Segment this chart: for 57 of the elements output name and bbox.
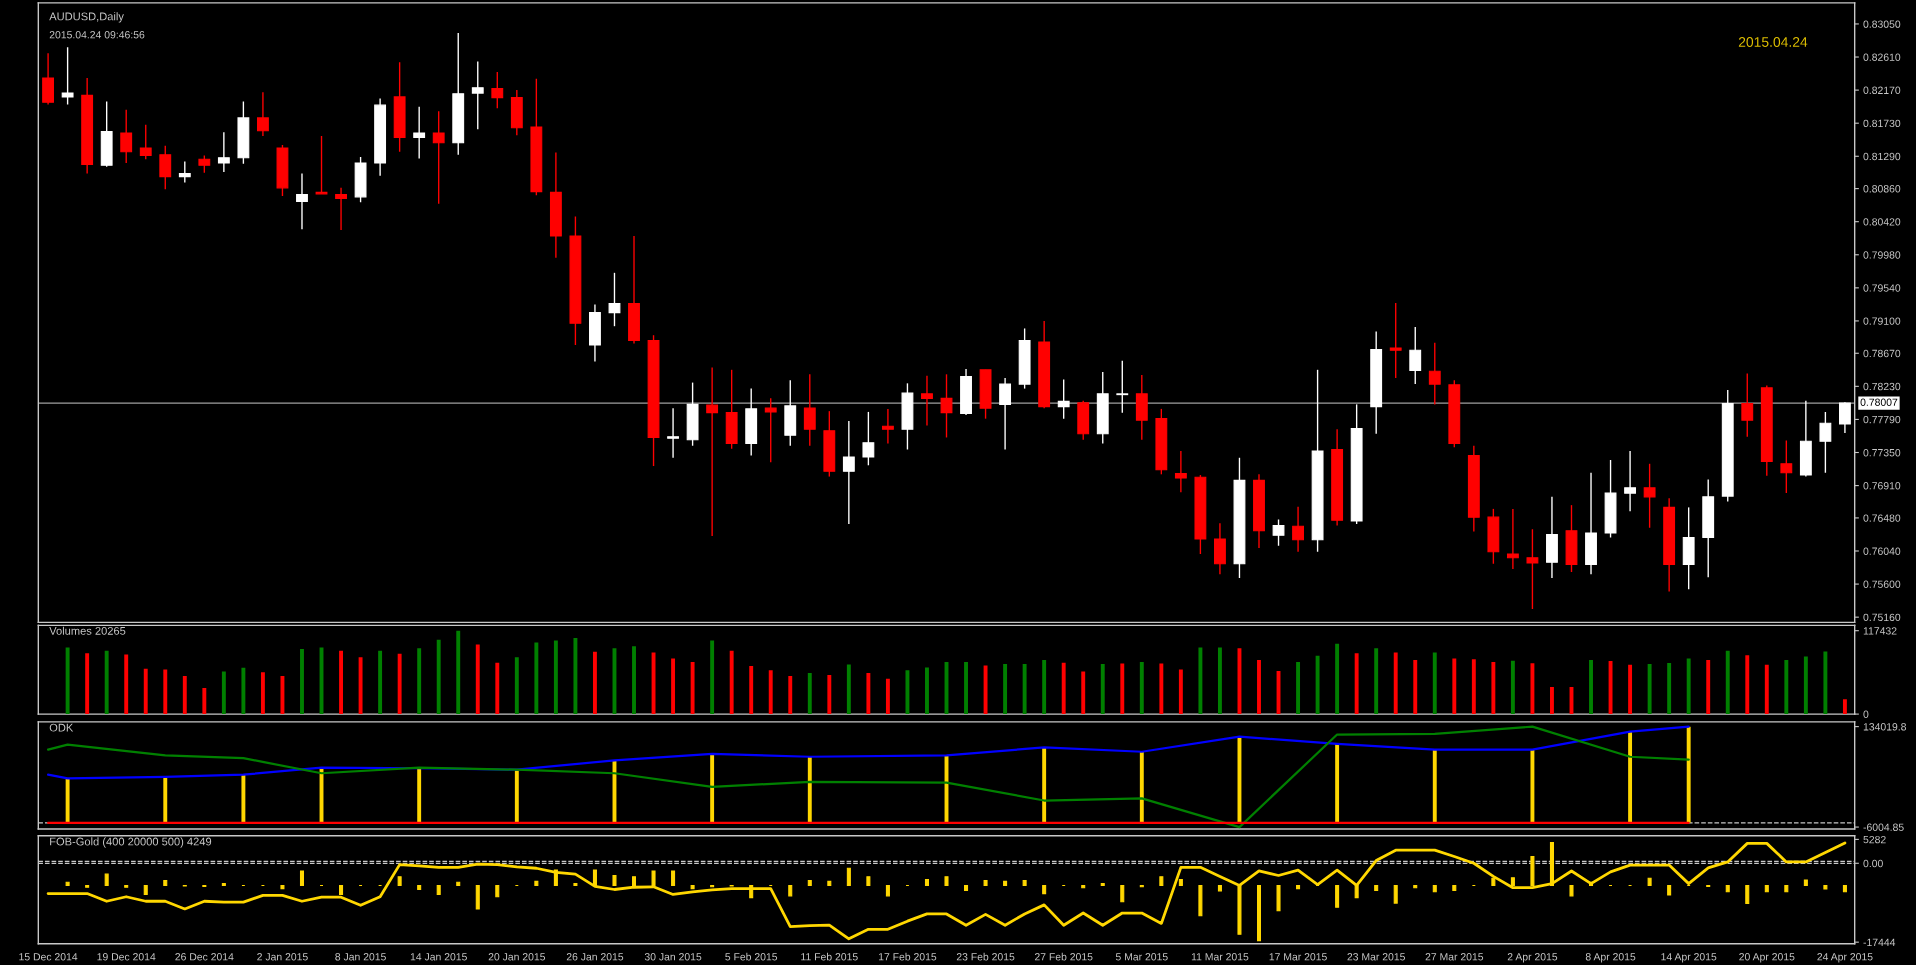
x-tick-label: 24 Apr 2015	[1817, 953, 1873, 963]
x-tick-label: 2 Jan 2015	[257, 953, 308, 961]
x-tick-label: 26 Dec 2014	[175, 953, 234, 961]
y-tick-label: 134019.8	[1863, 723, 1907, 731]
y-tick-label: 0.76480	[1863, 514, 1901, 522]
chart-title: Volumes 20265	[49, 626, 126, 635]
x-tick-label: 20 Jan 2015	[488, 953, 546, 961]
x-tick-label: 17 Feb 2015	[878, 952, 937, 961]
x-tick-label: 11 Mar 2015	[1191, 953, 1249, 961]
y-tick-label: -6004.85	[1863, 823, 1904, 831]
x-tick-label: 11 Feb 2015	[801, 952, 858, 961]
x-tick-label: 8 Jan 2015	[335, 953, 386, 961]
x-tick-label: 2 Apr 2015	[1507, 953, 1558, 963]
x-tick-label: 5 Feb 2015	[725, 952, 778, 961]
y-tick-label: 0.75160	[1863, 613, 1901, 622]
x-tick-label: 27 Mar 2015	[1425, 953, 1484, 961]
ref-line-label: 0.78007	[1860, 398, 1898, 406]
y-tick-label: 0.77790	[1863, 415, 1901, 424]
chart-title: FOB-Gold (400 20000 500) 4249	[50, 837, 212, 848]
x-tick-label: 14 Jan 2015	[410, 953, 467, 961]
y-tick-label: 5282	[1863, 835, 1886, 844]
y-tick-label: 117432	[1863, 627, 1897, 635]
y-tick-label: 0.77350	[1863, 449, 1901, 457]
x-tick-label: 20 Apr 2015	[1739, 953, 1795, 963]
text: AUDUSD,Daily	[49, 12, 124, 23]
y-tick-label: 0.82170	[1863, 86, 1901, 94]
x-tick-label: 15 Dec 2014	[19, 953, 78, 961]
y-tick-label: 0.76040	[1863, 547, 1901, 555]
y-tick-label: 0.83050	[1863, 20, 1901, 28]
chart-title: ODK	[49, 723, 74, 732]
x-tick-label: 19 Dec 2014	[97, 953, 156, 961]
y-tick-label: 0.80420	[1863, 218, 1901, 226]
y-tick-label: 0.80860	[1863, 185, 1901, 193]
x-tick-label: 23 Feb 2015	[956, 952, 1015, 961]
text: 2015.04.24 09:46:56	[49, 31, 145, 39]
y-tick-label: 0.78230	[1863, 382, 1901, 391]
x-tick-label: 27 Feb 2015	[1034, 952, 1093, 961]
y-tick-label: 0.00	[1863, 859, 1883, 868]
y-tick-label: 0.76910	[1863, 482, 1901, 490]
y-tick-label: 0	[1863, 710, 1869, 718]
annotation: 2015.04.24	[1738, 37, 1808, 47]
y-tick-label: -17444	[1863, 938, 1896, 946]
y-tick-label: 0.82610	[1863, 53, 1901, 61]
y-tick-label: 0.79540	[1863, 284, 1901, 292]
x-tick-label: 23 Mar 2015	[1347, 953, 1405, 961]
y-tick-label: 0.78670	[1863, 349, 1901, 358]
y-tick-label: 0.79980	[1863, 251, 1901, 259]
x-tick-label: 30 Jan 2015	[644, 953, 702, 961]
x-tick-label: 17 Mar 2015	[1269, 953, 1327, 961]
x-tick-label: 14 Apr 2015	[1661, 953, 1717, 963]
x-tick-label: 26 Jan 2015	[566, 953, 624, 961]
y-tick-label: 0.81730	[1863, 119, 1901, 128]
y-tick-label: 0.75600	[1863, 580, 1901, 588]
y-tick-label: 0.79100	[1863, 317, 1901, 325]
x-tick-label: 8 Apr 2015	[1585, 953, 1636, 963]
x-tick-label: 5 Mar 2015	[1115, 953, 1168, 961]
y-tick-label: 0.81290	[1863, 152, 1901, 161]
